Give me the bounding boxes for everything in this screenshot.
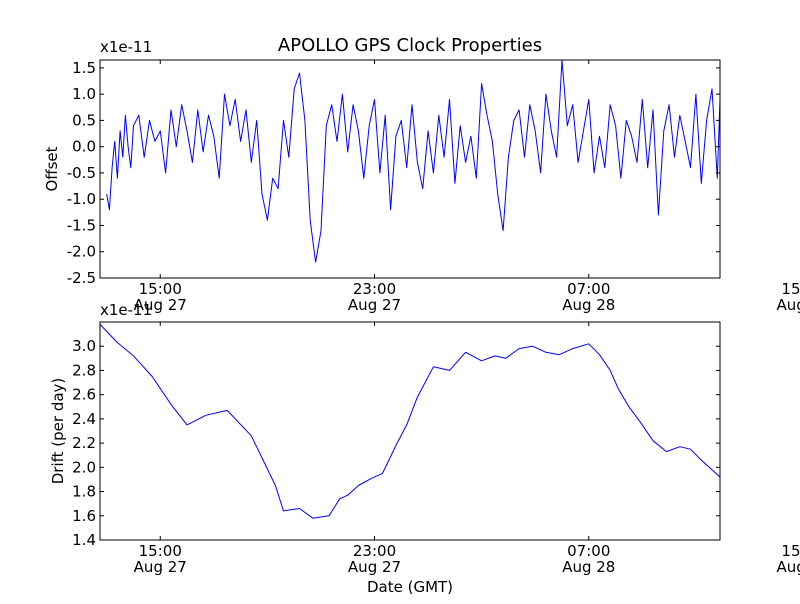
y-multiplier-label: x1e-11 [100, 38, 152, 56]
y-tick-label: -1.0 [67, 190, 96, 208]
plot-frame [99, 321, 721, 541]
y-tick-label: 2.8 [72, 361, 96, 379]
y-tick-label: 2.2 [72, 434, 96, 452]
y-tick-label: 1.8 [72, 483, 96, 501]
y-tick-label: 2.0 [72, 458, 96, 476]
x-tick-date-label: Aug 27 [348, 558, 401, 576]
x-tick-date-label: Aug 28 [562, 296, 615, 314]
x-tick-date-label: Aug 28 [776, 296, 800, 314]
y-tick-label: 2.6 [72, 386, 96, 404]
y-tick-label: -0.5 [67, 164, 96, 182]
y-tick-label: 3.0 [72, 337, 96, 355]
x-tick-date-label: Aug 27 [348, 296, 401, 314]
y-tick-label: 1.6 [72, 507, 96, 525]
plot-frame [99, 59, 721, 279]
y-tick-label: 1.4 [72, 531, 96, 549]
x-tick-time-label: 15:00 [139, 542, 182, 560]
y-tick-label: 0.0 [72, 138, 96, 156]
y-multiplier-label: x1e-11 [100, 301, 152, 319]
y-tick-label: -2.5 [67, 269, 96, 287]
x-tick-date-label: Aug 28 [562, 558, 615, 576]
y-tick-label: 1.0 [72, 85, 96, 103]
x-tick-time-label: 15:00 [781, 542, 800, 560]
y-tick-label: -1.5 [67, 216, 96, 234]
series-line [99, 324, 721, 519]
y-tick-label: 0.5 [72, 111, 96, 129]
x-tick-date-label: Aug 28 [776, 558, 800, 576]
x-tick-date-label: Aug 27 [134, 296, 187, 314]
x-tick-time-label: 15:00 [781, 280, 800, 298]
x-tick-time-label: 23:00 [353, 542, 396, 560]
y-tick-label: 1.5 [72, 59, 96, 77]
offset-panel: -2.5-2.0-1.5-1.0-0.50.00.51.01.515:00Aug… [43, 38, 800, 314]
x-tick-time-label: 23:00 [353, 280, 396, 298]
y-tick-label: 2.4 [72, 410, 96, 428]
chart-title: APOLLO GPS Clock Properties [278, 35, 542, 56]
x-tick-date-label: Aug 27 [134, 558, 187, 576]
x-tick-time-label: 07:00 [567, 280, 610, 298]
x-tick-time-label: 07:00 [567, 542, 610, 560]
series-line [106, 59, 721, 263]
y-axis-label: Drift (per day) [49, 378, 67, 485]
x-axis-label: Date (GMT) [367, 578, 453, 596]
x-tick-time-label: 15:00 [139, 280, 182, 298]
y-axis-label: Offset [43, 146, 61, 191]
y-tick-label: -2.0 [67, 243, 96, 261]
